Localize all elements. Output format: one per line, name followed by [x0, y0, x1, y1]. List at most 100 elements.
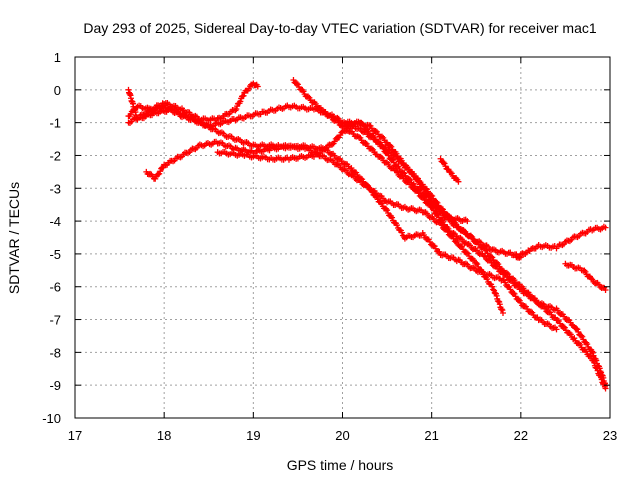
data-point: [602, 287, 609, 294]
data-point: [398, 229, 405, 236]
data-point: [393, 150, 400, 157]
data-point: [510, 290, 517, 297]
data-point: [373, 193, 380, 200]
x-tick-label: 17: [68, 428, 82, 443]
data-point: [431, 203, 438, 210]
data-point: [393, 222, 400, 229]
series-track-10: [562, 260, 609, 294]
data-point: [293, 80, 300, 87]
data-point: [502, 279, 509, 286]
y-tick-label: -2: [49, 148, 61, 163]
y-tick-label: 1: [54, 50, 61, 65]
data-point: [305, 93, 312, 100]
data-point: [380, 145, 387, 152]
data-point: [372, 192, 379, 199]
y-tick-label: -7: [49, 313, 61, 328]
series-track-6: [290, 76, 609, 389]
data-point: [365, 128, 372, 135]
data-layer: [125, 76, 609, 392]
y-tick-label: 0: [54, 83, 61, 98]
ticks: 17 18 19 20 21 22 23 1 0 -1 -2 -3 -4 -5 -6 -7 -8 -9 -10: [42, 50, 617, 443]
data-point: [560, 323, 567, 330]
data-point: [482, 247, 489, 254]
data-point: [589, 349, 596, 356]
data-point: [554, 317, 561, 324]
data-point: [447, 169, 454, 176]
data-point: [237, 98, 244, 105]
data-point: [384, 207, 391, 214]
data-point: [594, 367, 601, 374]
data-point: [406, 175, 413, 182]
data-point: [400, 169, 407, 176]
data-point: [404, 164, 411, 171]
series-track-2: [125, 102, 471, 225]
data-point: [378, 200, 385, 207]
data-point: [398, 157, 405, 164]
series-track-7: [339, 118, 609, 392]
data-point: [415, 186, 422, 193]
y-tick-label: -3: [49, 181, 61, 196]
data-point: [587, 353, 594, 360]
data-point: [584, 341, 591, 348]
series-track-8: [437, 155, 462, 185]
chart-title: Day 293 of 2025, Sidereal Day-to-day VTE…: [83, 20, 596, 36]
data-point: [581, 267, 588, 274]
data-point: [436, 248, 443, 255]
data-point: [455, 178, 462, 185]
x-tick-label: 18: [157, 428, 171, 443]
data-point: [233, 106, 240, 113]
data-point: [422, 194, 429, 201]
data-point: [577, 341, 584, 348]
series-track-4: [143, 138, 560, 333]
y-tick-label: -10: [42, 411, 61, 426]
data-point: [583, 348, 590, 355]
x-tick-label: 22: [514, 428, 528, 443]
data-point: [294, 81, 301, 88]
data-point: [602, 224, 609, 231]
x-tick-label: 20: [335, 428, 349, 443]
data-point: [553, 326, 560, 333]
y-tick-label: -1: [49, 116, 61, 131]
data-point: [389, 214, 396, 221]
data-point: [424, 188, 431, 195]
y-tick-label: -4: [49, 214, 61, 229]
data-point: [488, 253, 495, 260]
data-point: [428, 192, 435, 199]
data-point: [357, 175, 364, 182]
series-track-9: [513, 223, 609, 261]
data-point: [473, 259, 480, 266]
data-point: [371, 134, 378, 141]
data-point: [489, 283, 496, 290]
data-point: [430, 242, 437, 249]
data-point: [385, 152, 392, 159]
data-point: [240, 92, 247, 99]
data-point: [365, 182, 372, 189]
data-point: [348, 165, 355, 172]
data-point: [363, 181, 370, 188]
x-tick-label: 19: [246, 428, 260, 443]
data-point: [410, 170, 417, 177]
data-point: [245, 85, 252, 92]
data-point: [578, 332, 585, 339]
data-point: [388, 143, 395, 150]
series-track-3: [125, 86, 506, 316]
data-point: [420, 232, 427, 239]
data-point: [367, 186, 374, 193]
data-point: [515, 296, 522, 303]
x-tick-label: 23: [603, 428, 617, 443]
data-point: [254, 83, 261, 90]
data-point: [490, 286, 497, 293]
data-point: [375, 138, 382, 145]
data-point: [463, 249, 470, 256]
data-point: [579, 333, 586, 340]
data-point: [157, 168, 164, 175]
data-point: [484, 276, 491, 283]
x-tick-label: 21: [424, 428, 438, 443]
data-point: [567, 331, 574, 338]
data-point: [507, 286, 514, 293]
data-point: [474, 261, 481, 268]
data-point: [155, 171, 162, 178]
data-point: [419, 181, 426, 188]
